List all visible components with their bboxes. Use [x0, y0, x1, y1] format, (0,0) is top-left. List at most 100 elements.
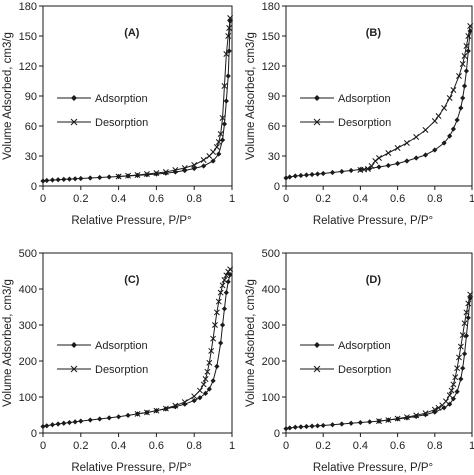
y-tick-label: 400 — [19, 284, 37, 296]
adsorption-point — [78, 175, 84, 182]
desorption-point — [153, 170, 160, 176]
adsorption-point — [72, 176, 78, 182]
x-tick-label: 0.4 — [353, 193, 368, 205]
adsorption-point — [223, 98, 229, 104]
desorption-point — [143, 409, 150, 416]
desorption-point — [403, 414, 410, 421]
desorption-point — [446, 392, 453, 399]
desorption-point — [223, 51, 230, 57]
adsorption-point — [191, 165, 197, 172]
adsorption-point — [221, 121, 228, 127]
adsorption-point — [172, 404, 178, 410]
legend-cross-icon — [70, 365, 78, 373]
desorption-point — [435, 404, 442, 411]
desorption-point — [456, 354, 462, 361]
desorption-point — [422, 127, 429, 133]
adsorption-point — [292, 173, 298, 179]
adsorption-point — [287, 425, 293, 431]
x-axis-title: Relative Pressure, P/P° — [71, 215, 191, 227]
y-tick-label: 500 — [19, 248, 37, 260]
desorption-point — [196, 387, 203, 394]
adsorption-point — [339, 421, 345, 427]
y-axis-title: Volume Adsorbed, cm3/g — [245, 32, 257, 160]
desorption-point — [461, 53, 468, 59]
desorption-point — [465, 33, 472, 39]
legend-entry-desorption: Desorption — [300, 364, 391, 376]
desorption-point — [212, 322, 218, 328]
desorption-point — [200, 381, 207, 388]
desorption-point — [413, 134, 420, 140]
adsorption-point — [214, 363, 220, 369]
legend-entry-desorption: Desorption — [57, 364, 148, 376]
adsorption-point — [357, 419, 363, 426]
adsorption-point — [97, 174, 103, 181]
adsorption-point — [329, 169, 336, 176]
y-tick-label: 100 — [262, 392, 280, 404]
legend-entry-adsorption: Adsorption — [300, 93, 391, 105]
desorption-point — [467, 23, 474, 29]
y-tick-label: 120 — [262, 61, 280, 73]
adsorption-point — [49, 177, 56, 183]
adsorption-point — [454, 389, 460, 395]
legend-diamond-icon — [314, 95, 320, 101]
adsorption-point — [144, 172, 150, 178]
y-tick-label: 30 — [268, 151, 280, 163]
legend-cross-icon — [313, 118, 321, 126]
desorption-point — [459, 332, 466, 339]
adsorption-point — [441, 140, 447, 146]
desorption-point — [221, 277, 228, 283]
adsorption-point — [216, 151, 222, 157]
y-axis-title: Volume Adsorbed, cm3/g — [2, 32, 14, 160]
desorption-point — [162, 169, 169, 175]
y-tick-label: 180 — [19, 1, 37, 13]
adsorption-point — [72, 419, 78, 425]
x-tick-label: 0 — [283, 440, 289, 452]
adsorption-point — [197, 395, 203, 401]
y-tick-label: 90 — [25, 91, 37, 103]
adsorption-point — [309, 423, 315, 429]
desorption-point — [143, 171, 150, 177]
adsorption-point — [87, 417, 93, 423]
desorption-point — [225, 268, 232, 275]
desorption-point — [115, 173, 122, 180]
desorption-point — [225, 33, 232, 39]
adsorption-point — [44, 177, 50, 184]
adsorption-point — [61, 176, 67, 182]
series-line-desorption — [137, 268, 231, 415]
legend-label: Adsorption — [338, 93, 391, 105]
adsorption-point — [465, 315, 471, 321]
y-tick-label: 0 — [31, 181, 37, 193]
adsorption-point — [40, 423, 46, 430]
adsorption-point — [87, 175, 93, 181]
desorption-point — [422, 410, 429, 417]
legend-label: Adsorption — [95, 93, 148, 105]
y-tick-label: 300 — [262, 320, 280, 332]
desorption-point — [456, 73, 462, 79]
adsorption-point — [422, 152, 429, 158]
x-tick-label: 0.6 — [149, 440, 164, 452]
desorption-point — [385, 417, 392, 423]
adsorption-point — [432, 147, 438, 153]
adsorption-point — [55, 177, 61, 183]
panel-label: (C) — [124, 274, 140, 286]
x-axis-title: Relative Pressure, P/P° — [71, 462, 191, 474]
adsorption-point — [225, 73, 231, 79]
y-tick-label: 0 — [31, 428, 37, 440]
x-tick-label: 0.2 — [73, 193, 88, 205]
plot-frame — [42, 252, 233, 434]
adsorption-point — [447, 133, 453, 139]
adsorption-point — [292, 424, 298, 430]
legend-cross-icon — [313, 365, 321, 373]
y-tick-label: 200 — [19, 356, 37, 368]
adsorption-point — [465, 48, 471, 54]
panel-label: (A) — [124, 27, 140, 39]
desorption-point — [226, 25, 233, 31]
desorption-point — [376, 418, 382, 425]
legend-diamond-icon — [314, 342, 320, 348]
adsorption-point — [395, 160, 401, 167]
legend-entry-desorption: Desorption — [300, 117, 391, 129]
adsorption-point — [153, 171, 159, 177]
desorption-point — [450, 381, 457, 388]
desorption-point — [431, 118, 438, 124]
